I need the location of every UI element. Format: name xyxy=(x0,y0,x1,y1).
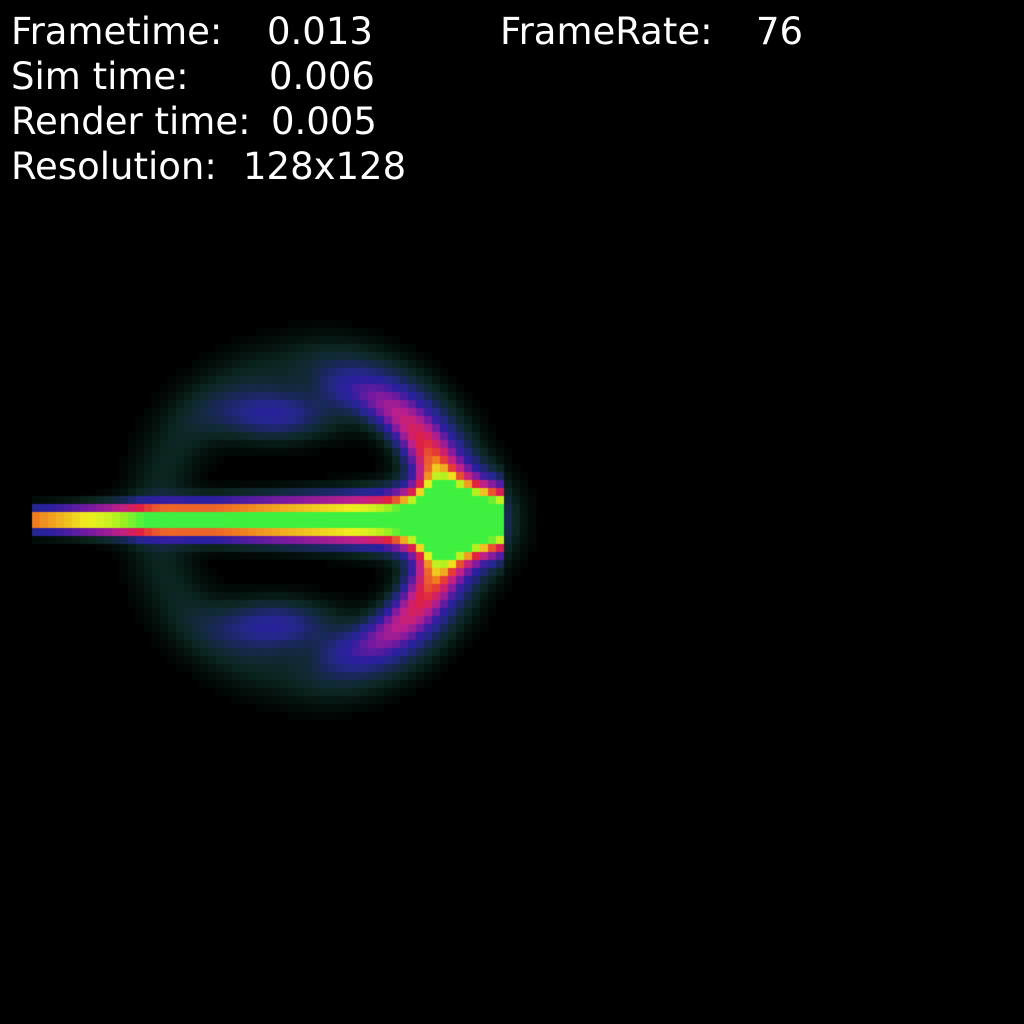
sim-time-value: 0.006 xyxy=(269,55,375,98)
render-time-stat: Render time: 0.005 xyxy=(11,99,377,144)
render-time-value: 0.005 xyxy=(271,100,377,143)
framerate-label: FrameRate: xyxy=(500,10,713,53)
frametime-stat: Frametime: 0.013 xyxy=(11,9,373,54)
resolution-stat: Resolution: 128x128 xyxy=(11,144,406,189)
framerate-stat: FrameRate: 76 xyxy=(500,9,803,54)
frametime-value: 0.013 xyxy=(267,10,373,53)
sim-time-label: Sim time: xyxy=(11,55,189,98)
frametime-label: Frametime: xyxy=(11,10,223,53)
sim-time-stat: Sim time: 0.006 xyxy=(11,54,375,99)
stats-overlay: Frametime: 0.013 FrameRate: 76 Sim time:… xyxy=(0,0,1024,200)
render-time-label: Render time: xyxy=(11,100,251,143)
framerate-value: 76 xyxy=(756,10,804,53)
resolution-value: 128x128 xyxy=(243,145,407,188)
resolution-label: Resolution: xyxy=(11,145,217,188)
